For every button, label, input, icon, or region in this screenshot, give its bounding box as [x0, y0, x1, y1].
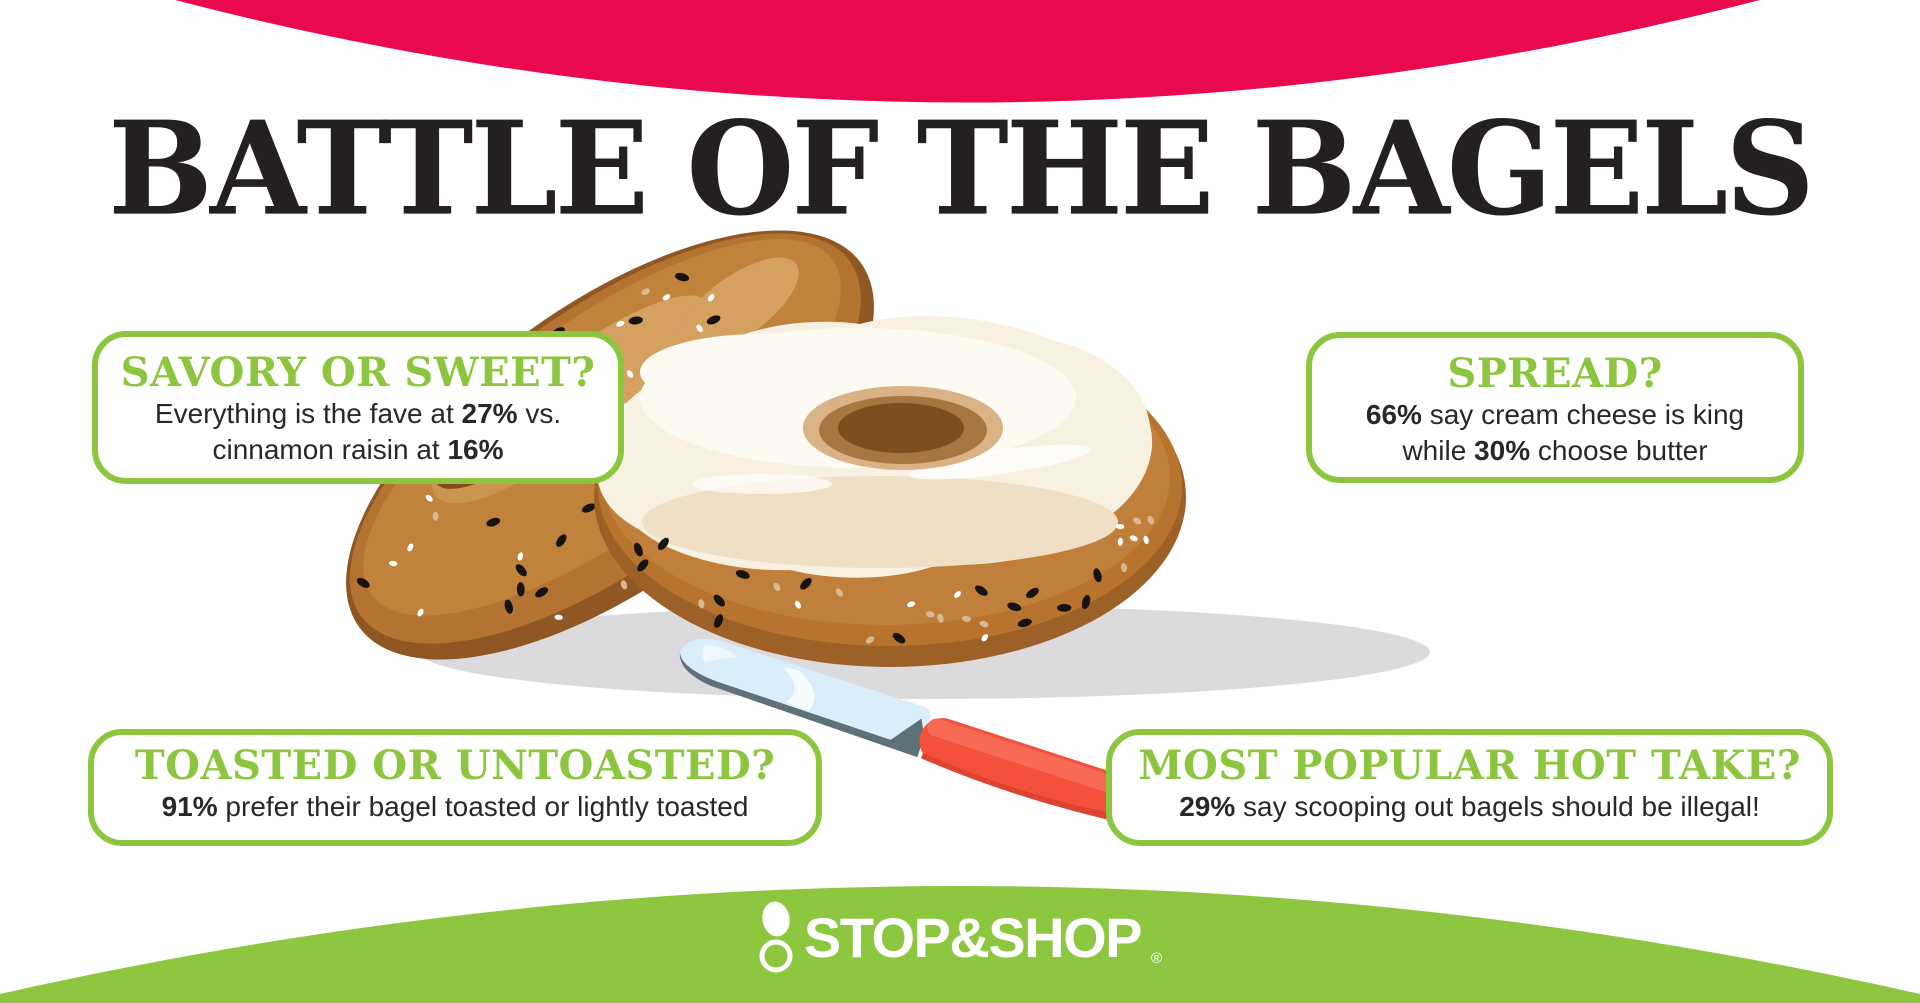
card-body-line: cinnamon raisin at 16%	[212, 434, 504, 466]
stat-value: 66%	[1365, 398, 1422, 430]
card-heading: MOST POPULAR HOT TAKE?	[1138, 742, 1801, 789]
stat-card-spread: SPREAD? 66% say cream cheese is king whi…	[1306, 332, 1804, 483]
page-title: BATTLE OF THE BAGELS	[108, 94, 1815, 245]
card-body: 91% prefer their bagel toasted or lightl…	[162, 789, 749, 825]
right-bagel-illustration	[594, 316, 1186, 667]
stat-value: 16%	[447, 434, 504, 466]
card-body-line: 66% say cream cheese is king	[1365, 398, 1745, 430]
registered-trademark-symbol: ®	[1151, 950, 1163, 967]
card-body: 29% say scooping out bagels should be il…	[1179, 789, 1760, 825]
brand-wordmark: STOP&SHOP	[803, 906, 1143, 969]
card-heading: SPREAD?	[1447, 350, 1663, 397]
card-body-line: while 30% choose butter	[1402, 435, 1708, 467]
right-bagel-seeds	[633, 515, 1154, 644]
stat-value: 30%	[1474, 435, 1531, 467]
card-body-line: Everything is the fave at 27% vs.	[154, 397, 562, 429]
stat-card-toasted-or-untoasted: TOASTED OR UNTOASTED? 91% prefer their b…	[88, 729, 822, 846]
footer-arc	[0, 886, 1920, 1003]
stat-card-most-popular-hot-take: MOST POPULAR HOT TAKE? 29% say scooping …	[1106, 729, 1833, 846]
card-body-line: 29% say scooping out bagels should be il…	[1179, 790, 1760, 822]
top-banner-arc	[175, 0, 1760, 103]
stat-card-savory-or-sweet: SAVORY OR SWEET? Everything is the fave …	[92, 331, 624, 484]
card-heading: TOASTED OR UNTOASTED?	[134, 742, 776, 789]
knife-illustration	[679, 638, 1145, 826]
card-body: 66% say cream cheese is king while 30% c…	[1366, 397, 1744, 470]
stat-value: 91%	[161, 790, 218, 822]
card-body: Everything is the fave at 27% vs. cinnam…	[155, 396, 561, 469]
footer-brand-logo: STOP&SHOP ®	[0, 901, 1920, 975]
stop-and-shop-dot-ring-icon	[759, 901, 793, 973]
card-body-line: 91% prefer their bagel toasted or lightl…	[161, 790, 749, 822]
stat-value: 29%	[1179, 790, 1236, 822]
card-heading: SAVORY OR SWEET?	[120, 349, 596, 396]
stat-value: 27%	[461, 397, 518, 429]
